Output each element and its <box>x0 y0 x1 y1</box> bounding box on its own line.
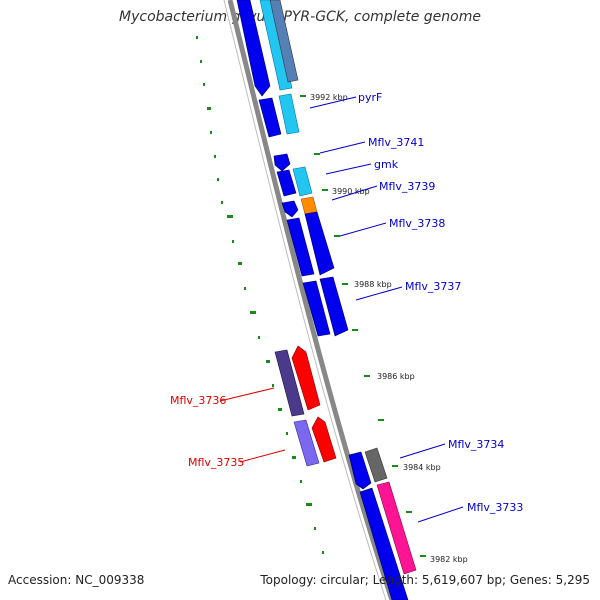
gene-labels: pyrF Mflv_3741 gmk Mflv_3739 Mflv_3738 M… <box>170 91 523 514</box>
purple-feature[interactable] <box>274 349 305 417</box>
leader-lines <box>219 96 464 523</box>
gene-arrow-pyrF-top[interactable] <box>236 0 271 97</box>
gene-arrow-mflv3737-b[interactable] <box>319 276 349 337</box>
rna-arrow-3[interactable] <box>292 166 313 197</box>
kbp-label-3988: 3988 kbp <box>354 280 392 289</box>
orange-feature[interactable] <box>300 196 318 215</box>
rna-arrow-1[interactable] <box>259 0 293 91</box>
gene-label-mflv3733[interactable]: Mflv_3733 <box>467 501 523 514</box>
genome-stats-text: Topology: circular; Length: 5,619,607 bp… <box>260 573 590 587</box>
gene-arrow-mflv3738-a[interactable] <box>286 217 315 277</box>
steel-arrow-1[interactable] <box>269 0 299 83</box>
gene-label-pyrF[interactable]: pyrF <box>358 91 382 104</box>
scale-ticks <box>300 95 426 557</box>
accession-text: Accession: NC_009338 <box>8 573 145 587</box>
gene-label-mflv3739[interactable]: Mflv_3739 <box>379 180 435 193</box>
gene-label-gmk[interactable]: gmk <box>374 158 399 171</box>
kbp-label-3990: 3990 kbp <box>332 187 370 196</box>
grey-feature[interactable] <box>364 447 388 483</box>
kbp-label-3986: 3986 kbp <box>377 372 415 381</box>
lavender-feature[interactable] <box>293 419 320 467</box>
map-title: Mycobacterium gilvum PYR-GCK, complete g… <box>119 9 481 25</box>
gene-label-mflv3735[interactable]: Mflv_3735 <box>188 456 244 469</box>
kbp-label-3992: 3992 kbp <box>310 93 348 102</box>
skew-dots <box>196 36 324 554</box>
genome-backbone-inner <box>223 0 387 600</box>
gene-arrow-mflv3739[interactable] <box>281 200 299 218</box>
rna-arrow-2[interactable] <box>278 93 300 135</box>
gene-label-mflv3738[interactable]: Mflv_3738 <box>389 217 445 230</box>
gene-arrow-mflv3734[interactable] <box>348 451 372 490</box>
gene-arrow-mflv3738-b[interactable] <box>304 211 335 276</box>
kbp-label-3984: 3984 kbp <box>403 463 441 472</box>
gene-arrow-mflv3733-a[interactable] <box>359 487 409 600</box>
kbp-scale-labels: 3992 kbp 3990 kbp 3988 kbp 3986 kbp 3984… <box>310 93 468 564</box>
gene-arrow-blue-2[interactable] <box>258 97 282 138</box>
genome-backbone-outer <box>227 0 395 600</box>
pink-feature[interactable] <box>376 481 417 575</box>
red-feature-2[interactable] <box>311 416 337 463</box>
gene-label-mflv3736[interactable]: Mflv_3736 <box>170 394 226 407</box>
feature-arrows <box>236 0 417 600</box>
gene-arrow-mflv3737-a[interactable] <box>302 280 331 337</box>
kbp-label-3982: 3982 kbp <box>430 555 468 564</box>
gene-label-mflv3741[interactable]: Mflv_3741 <box>368 136 424 149</box>
gene-arrow-gmk[interactable] <box>276 169 297 197</box>
gene-label-mflv3734[interactable]: Mflv_3734 <box>448 438 504 451</box>
red-feature-1[interactable] <box>291 345 321 411</box>
gene-arrow-mflv3741[interactable] <box>273 153 291 172</box>
gene-label-mflv3737[interactable]: Mflv_3737 <box>405 280 461 293</box>
